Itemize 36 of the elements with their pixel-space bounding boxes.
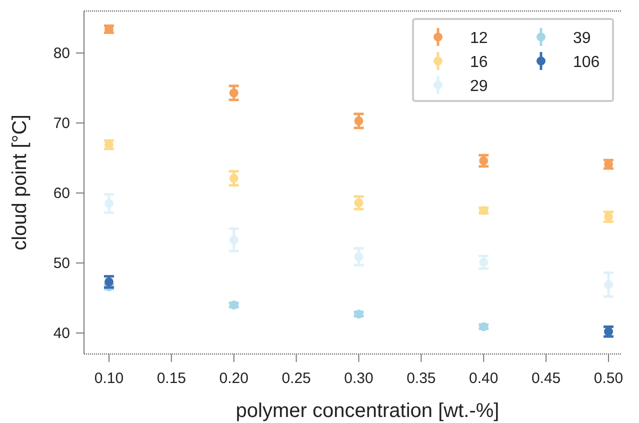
x-tick-label: 0.30 xyxy=(344,370,374,387)
x-tick-label: 0.50 xyxy=(594,370,624,387)
point xyxy=(354,310,364,319)
y-tick-label: 80 xyxy=(53,45,70,62)
y-tick-label: 40 xyxy=(53,325,70,342)
point xyxy=(354,198,364,208)
x-tick-label: 0.40 xyxy=(469,370,498,387)
point xyxy=(479,156,488,166)
legend-label: 39 xyxy=(573,30,591,47)
x-tick-label: 0.45 xyxy=(531,370,561,387)
legend-label: 29 xyxy=(470,78,488,95)
x-tick-label: 0.20 xyxy=(219,370,248,387)
y-tick-label: 50 xyxy=(53,255,70,272)
point xyxy=(479,206,488,215)
point xyxy=(229,174,238,183)
legend-label: 12 xyxy=(470,30,488,47)
point xyxy=(354,252,364,262)
point xyxy=(229,300,238,310)
point xyxy=(229,88,238,98)
x-tick-label: 0.10 xyxy=(94,370,124,387)
x-tick-label: 0.15 xyxy=(156,370,186,387)
legend-label: 16 xyxy=(470,54,488,71)
point xyxy=(104,277,114,286)
x-tick-label: 0.35 xyxy=(406,370,436,387)
point xyxy=(229,235,238,244)
point xyxy=(479,258,488,267)
point xyxy=(104,199,114,208)
y-tick-label: 70 xyxy=(53,115,70,132)
y-tick-label: 60 xyxy=(53,185,70,202)
point xyxy=(354,116,364,126)
y-axis-title: cloud point [°C] xyxy=(9,114,31,250)
x-tick-label: 0.25 xyxy=(282,370,311,387)
point xyxy=(604,280,614,290)
legend-label: 106 xyxy=(573,54,600,71)
point xyxy=(479,322,488,332)
x-axis-title: polymer concentration [wt.-%] xyxy=(236,400,500,422)
